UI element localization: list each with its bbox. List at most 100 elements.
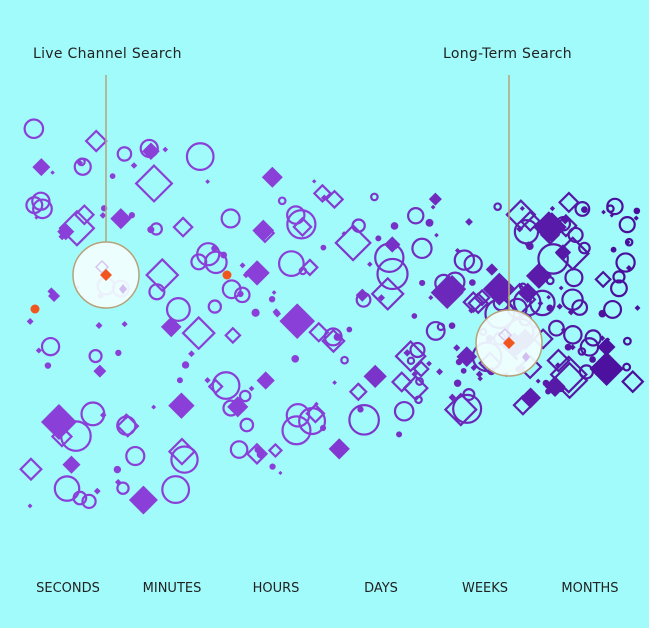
- diamond-marker: [334, 224, 372, 262]
- circle-marker: [319, 424, 327, 432]
- diamond-marker: [443, 392, 478, 427]
- diamond-marker: [252, 219, 275, 242]
- diamond-marker: [151, 404, 157, 410]
- diamond-marker: [261, 166, 283, 188]
- circle-marker: [298, 266, 308, 276]
- diamond-marker: [370, 276, 405, 311]
- diamond-marker: [621, 369, 645, 394]
- circle-marker: [609, 279, 628, 298]
- circle-marker: [53, 475, 81, 502]
- circle-marker: [281, 415, 312, 446]
- diamond-marker: [470, 364, 478, 371]
- diamond-marker: [239, 262, 246, 269]
- diamond-marker: [128, 485, 158, 515]
- circle-marker: [256, 450, 265, 459]
- faded-diamond: [522, 352, 530, 362]
- circle-marker: [436, 322, 446, 332]
- diamond-marker: [546, 294, 551, 300]
- circle-marker: [176, 377, 183, 384]
- diamond-marker: [355, 288, 369, 302]
- circle-marker: [434, 273, 454, 293]
- circle-marker: [606, 204, 615, 213]
- circle-marker: [622, 362, 632, 372]
- circle-marker: [348, 403, 380, 436]
- diamond-marker: [181, 315, 216, 351]
- circle-marker: [419, 279, 426, 287]
- circle-marker: [320, 244, 327, 251]
- circle-marker: [277, 196, 287, 206]
- diamond-marker: [150, 149, 157, 156]
- highlight-diamond: [100, 269, 112, 281]
- circle-marker: [291, 354, 300, 363]
- diamond-marker: [377, 294, 386, 302]
- circle-marker: [622, 336, 632, 346]
- axis-label-weeks: WEEKS: [461, 581, 509, 596]
- diamond-marker: [505, 199, 537, 231]
- circle-marker: [574, 201, 591, 217]
- circle-marker: [460, 367, 467, 374]
- callout-live-channel-search: Live Channel Search: [33, 46, 182, 62]
- diamond-marker: [525, 262, 552, 289]
- circle-marker: [603, 299, 623, 319]
- circle-marker: [415, 376, 424, 386]
- diamond-marker: [110, 208, 132, 230]
- diamond-marker: [227, 396, 249, 418]
- diamond-marker: [392, 241, 400, 250]
- diamond-marker: [390, 371, 413, 393]
- diamond-marker: [512, 394, 534, 416]
- diamond-marker: [99, 411, 107, 419]
- diamond-marker: [428, 295, 434, 301]
- diamond-marker: [279, 303, 316, 339]
- diamond-marker: [544, 376, 566, 397]
- diamond-marker: [394, 340, 427, 373]
- circle-marker: [239, 417, 255, 433]
- diamond-marker: [41, 404, 77, 440]
- circle-marker: [411, 313, 418, 319]
- diamond-marker: [533, 211, 565, 243]
- diamond-marker: [314, 401, 319, 407]
- circle-marker: [207, 299, 223, 314]
- diamond-marker: [308, 321, 330, 343]
- circle-marker: [453, 249, 476, 271]
- circle-marker: [285, 402, 311, 428]
- diamond-marker: [537, 300, 544, 307]
- axis-label-seconds: SECONDS: [36, 581, 100, 596]
- circle-marker: [286, 205, 306, 225]
- circle-marker: [375, 235, 382, 242]
- circle-marker: [220, 208, 241, 229]
- circle-marker: [571, 299, 589, 316]
- circle-marker: [23, 118, 45, 140]
- diamond-marker: [594, 270, 612, 289]
- diamond-marker: [27, 503, 33, 509]
- diamond-marker: [267, 442, 284, 459]
- circle-marker: [113, 465, 122, 474]
- diamond-marker: [465, 217, 473, 226]
- circle-marker: [453, 379, 462, 387]
- diamond-marker: [134, 164, 174, 203]
- diamond-marker: [130, 162, 138, 169]
- diamond-marker: [273, 309, 282, 318]
- diamond-marker: [320, 194, 328, 202]
- circle-marker: [211, 371, 241, 400]
- diamond-marker: [634, 304, 641, 311]
- diamond-marker: [242, 271, 250, 279]
- diamond-marker: [412, 360, 430, 378]
- circle-marker: [40, 336, 61, 357]
- diamond-marker: [278, 470, 283, 476]
- diamond-marker: [456, 346, 478, 368]
- axis-label-hours: HOURS: [252, 581, 300, 596]
- diamond-marker: [589, 351, 624, 386]
- diamond-marker: [430, 204, 436, 210]
- circle-marker: [493, 202, 502, 211]
- diamond-marker: [48, 289, 61, 302]
- diamond-marker: [145, 257, 180, 293]
- diamond-marker: [207, 378, 224, 395]
- diamond-marker: [436, 368, 444, 376]
- circle-marker: [128, 212, 136, 219]
- circle-marker: [577, 347, 587, 356]
- circle-marker: [185, 142, 215, 171]
- diamond-marker: [162, 146, 169, 153]
- circle-marker: [546, 304, 554, 312]
- diamond-marker: [549, 205, 556, 212]
- circle-marker: [407, 207, 425, 225]
